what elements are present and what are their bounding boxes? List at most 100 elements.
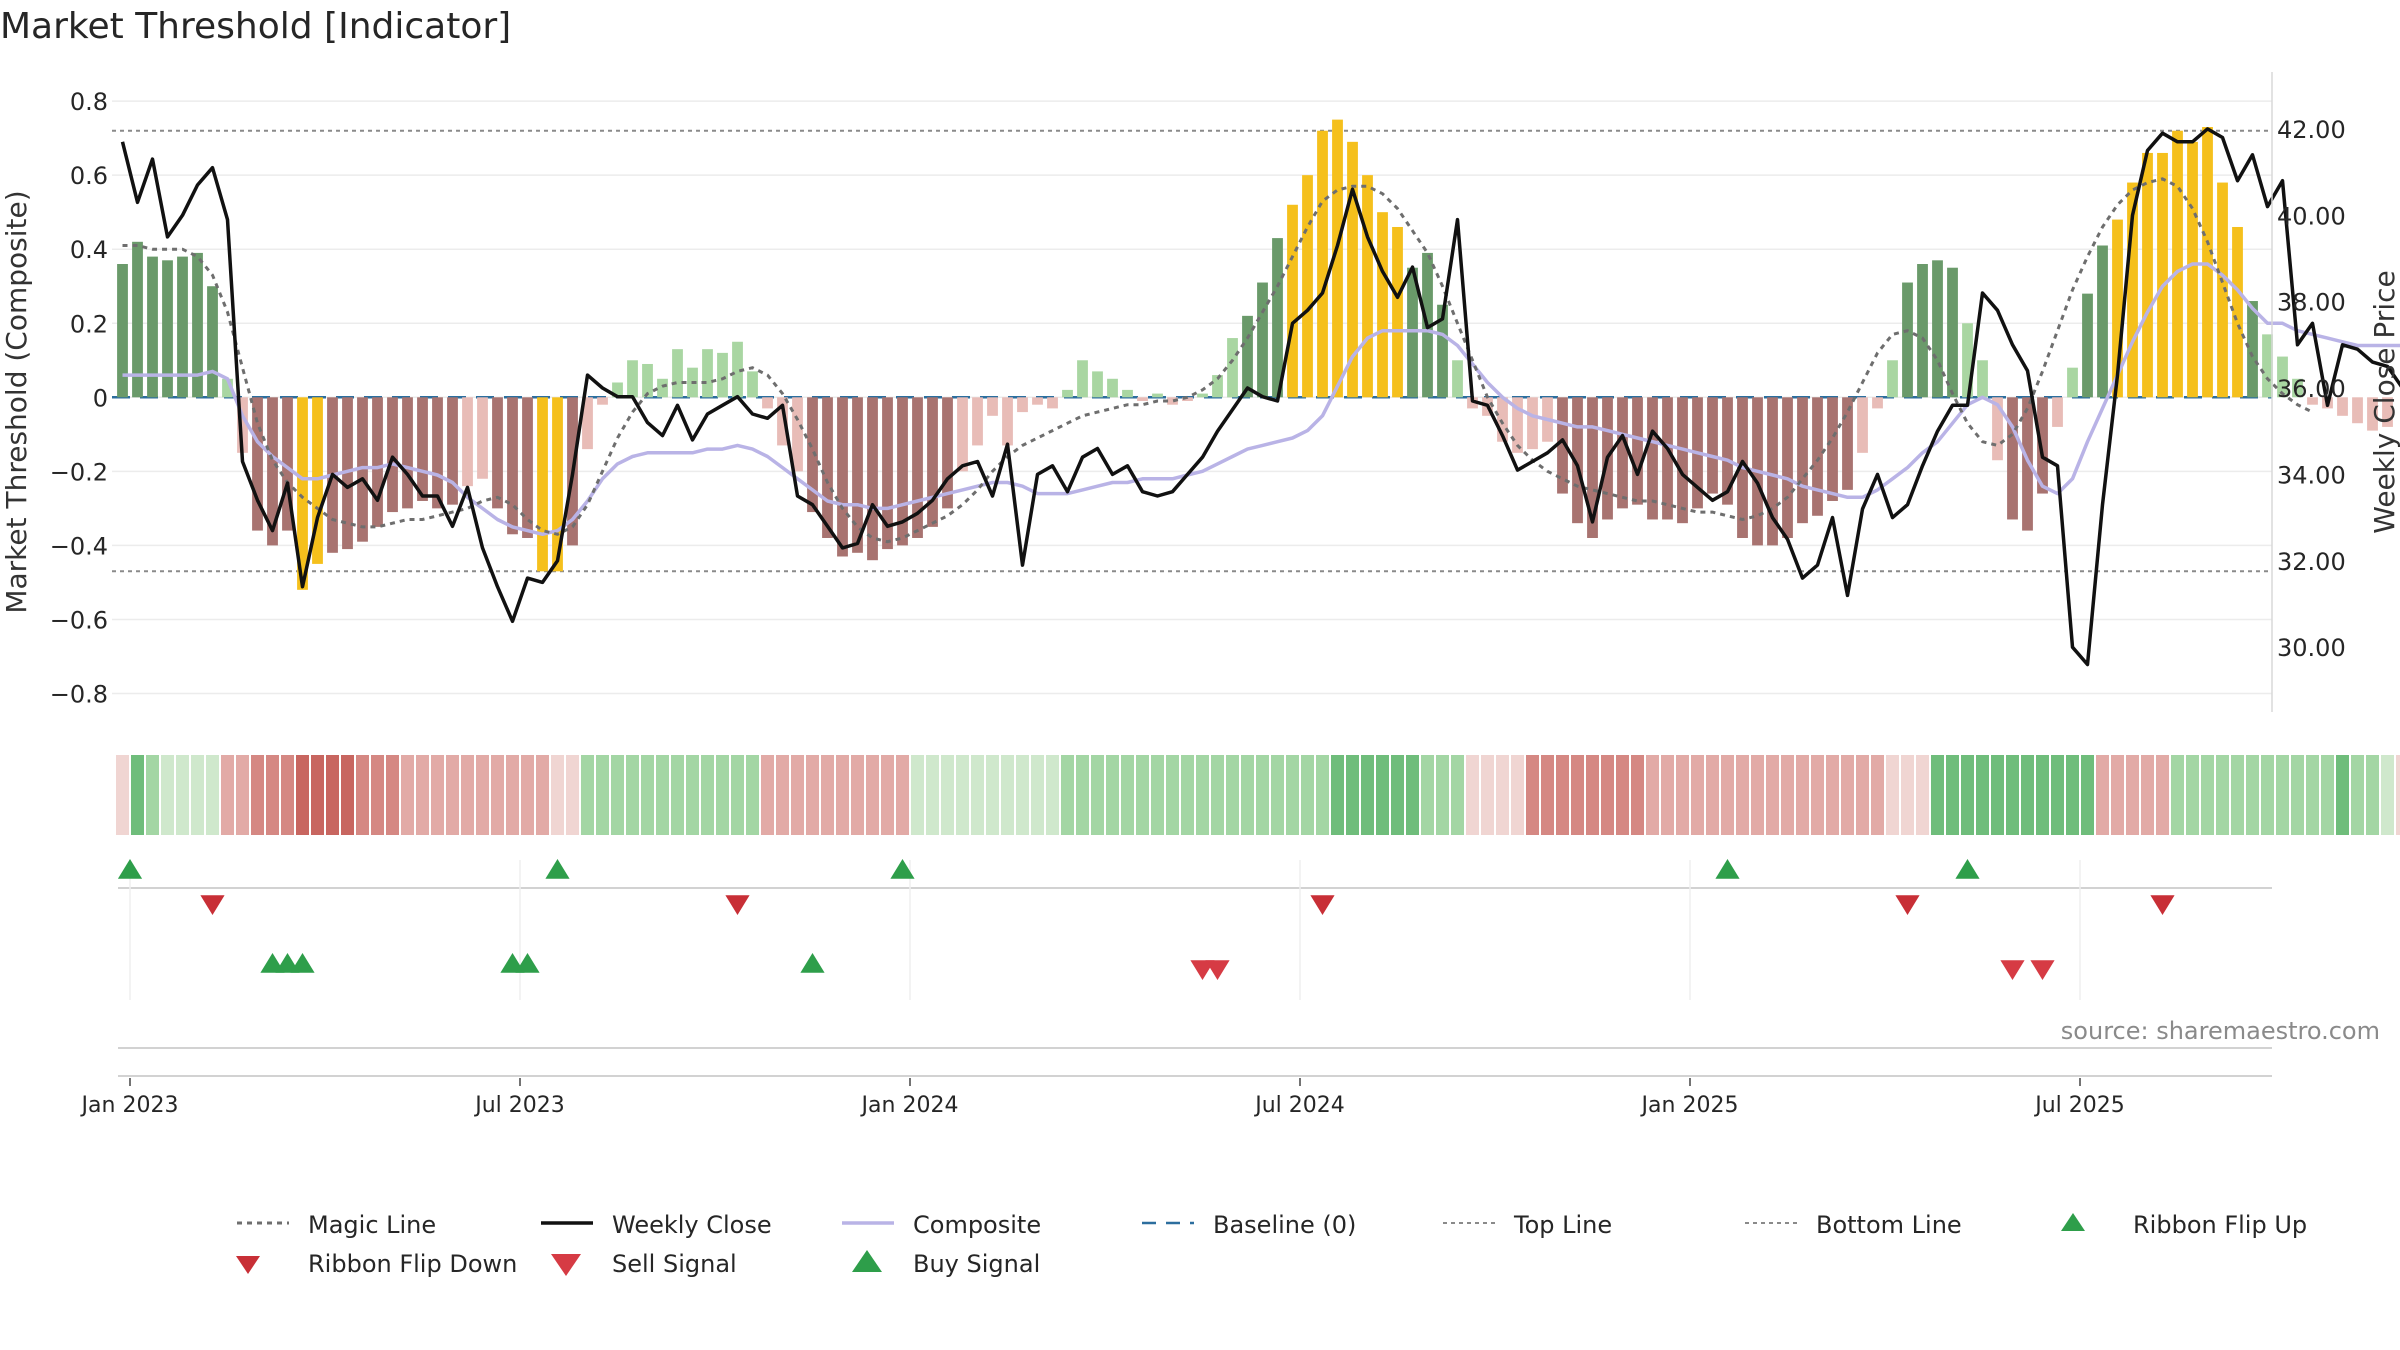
ribbon-cell (536, 755, 549, 835)
ribbon-cell (791, 755, 804, 835)
ribbon-flip-down-marker (2150, 895, 2175, 915)
histogram-bar (987, 397, 998, 416)
histogram-bar (222, 378, 233, 398)
x-tick-label: Jul 2025 (2033, 1093, 2125, 1118)
histogram-bar (1257, 282, 1268, 398)
histogram-bar (1227, 338, 1238, 398)
histogram-bar (1212, 375, 1223, 398)
ribbon-cell (2066, 755, 2079, 835)
ribbon-cell (1916, 755, 1929, 835)
histogram-bar (177, 256, 188, 398)
y-tick-label-right: 42.00 (2277, 116, 2346, 144)
histogram-bar (2262, 334, 2273, 398)
ribbon-cell (1016, 755, 1029, 835)
y-tick-label-left: 0.6 (70, 162, 108, 190)
buy-signal-marker (515, 953, 540, 973)
ribbon-cell (2186, 755, 2199, 835)
ribbon-cell (1796, 755, 1809, 835)
y-tick-label-left: −0.6 (50, 606, 108, 634)
x-tick-label: Jul 2023 (473, 1093, 565, 1118)
ribbon-cell (596, 755, 609, 835)
ribbon-cell (1736, 755, 1749, 835)
ribbon-cell (2216, 755, 2229, 835)
histogram-bar (642, 363, 653, 398)
ribbon-cell (1961, 755, 1974, 835)
ribbon-cell (1676, 755, 1689, 835)
histogram-bar (402, 397, 413, 509)
ribbon-cell (1991, 755, 2004, 835)
histogram-bar (312, 397, 323, 564)
histogram-bar (1887, 360, 1898, 398)
ribbon-flip-up-marker (117, 859, 143, 879)
histogram-bar (2292, 378, 2303, 398)
ribbon-cell (1766, 755, 1779, 835)
histogram-bar (912, 397, 923, 538)
ribbon-cell (1841, 755, 1854, 835)
ribbon-cell (191, 755, 204, 835)
ribbon-flip-up-marker (545, 859, 570, 879)
ribbon-strip (116, 755, 2400, 835)
histogram-bar (2277, 356, 2288, 398)
y-axis-label-right: Weekly Close Price (2368, 270, 2400, 533)
signal-panels (117, 859, 2272, 1077)
histogram-bar (612, 382, 623, 398)
x-tick-label: Jan 2024 (860, 1093, 959, 1118)
ribbon-cell (701, 755, 714, 835)
legend-swatch-ribbon-flip-up (2061, 1213, 2085, 1231)
histogram-bar (297, 397, 308, 590)
histogram-bar (1587, 397, 1598, 538)
ribbon-cell (1976, 755, 1989, 835)
histogram-bar (597, 397, 608, 405)
histogram-bar (462, 397, 473, 487)
ribbon-cell (2111, 755, 2124, 835)
ribbon-cell (566, 755, 579, 835)
histogram-bar (1842, 397, 1853, 490)
ribbon-cell (1601, 755, 1614, 835)
ribbon-cell (911, 755, 924, 835)
legend-swatch-sell-signal (551, 1254, 581, 1276)
histogram-bar (1092, 371, 1103, 398)
ribbon-cell (626, 755, 639, 835)
histogram-bar (1872, 397, 1883, 409)
histogram-bar (192, 252, 203, 398)
ribbon-cell (1031, 755, 1044, 835)
histogram-bar (1242, 315, 1253, 398)
histogram-bar (447, 397, 458, 505)
ribbon-cell (2336, 755, 2349, 835)
histogram-bar (927, 397, 938, 527)
histogram-bar (1302, 175, 1313, 398)
ribbon-cell (1751, 755, 1764, 835)
histogram-bar (477, 397, 488, 479)
histogram-bar (1677, 397, 1688, 524)
series-lines (120, 127, 2400, 667)
histogram-bar (672, 349, 683, 398)
ribbon-cell (1871, 755, 1884, 835)
histogram-bar (717, 352, 728, 398)
ribbon-cell (746, 755, 759, 835)
ribbon-cell (1046, 755, 1059, 835)
right-axis: 42.00 40.00 38.00 36.00 34.00 32.00 30.00 (2271, 72, 2346, 712)
y-tick-label-right: 32.00 (2277, 548, 2346, 576)
magic-line (122, 177, 2314, 544)
ribbon-cell (2126, 755, 2139, 835)
histogram-bar (1107, 378, 1118, 398)
x-tick-label: Jul 2024 (1253, 1093, 1345, 1118)
histogram-bar (1962, 323, 1973, 398)
histogram-bar (1047, 397, 1058, 409)
histogram-bar (342, 397, 353, 550)
histogram-bar (372, 397, 383, 527)
histogram-bar (132, 241, 143, 398)
histogram-bar (882, 397, 893, 550)
ribbon-cell (2096, 755, 2109, 835)
histogram-bar (2067, 367, 2078, 398)
legend: Magic Line Weekly Close Composite Baseline … (236, 1211, 2307, 1278)
legend-label: Bottom Line (1816, 1211, 1962, 1239)
y-tick-label-left: −0.8 (50, 680, 108, 708)
ribbon-cell (896, 755, 909, 835)
ribbon-cell (581, 755, 594, 835)
ribbon-cell (1901, 755, 1914, 835)
histogram-bar (237, 397, 248, 453)
histogram-bar (822, 397, 833, 538)
y-tick-label-right: 40.00 (2277, 202, 2346, 230)
y-tick-label-left: −0.4 (50, 532, 108, 560)
